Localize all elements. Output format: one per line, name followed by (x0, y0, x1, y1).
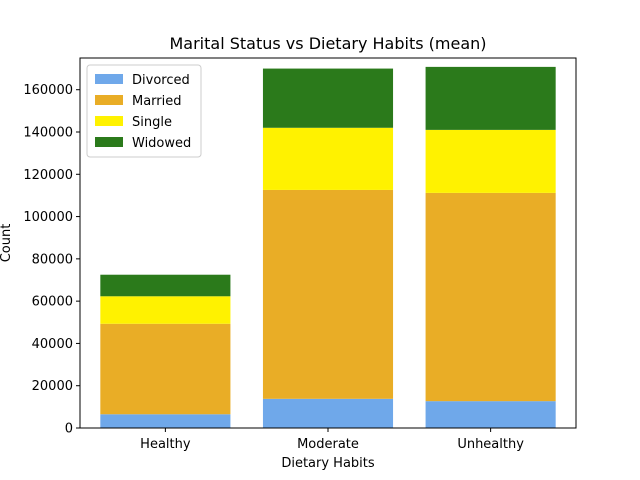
legend-swatch-widowed (95, 137, 123, 147)
legend-swatch-married (95, 95, 123, 105)
legend-label-widowed: Widowed (132, 136, 191, 151)
y-axis: 0 20000 40000 60000 80000 100000 120000 140000 1… (23, 83, 80, 437)
bar-married-unhealthy (425, 192, 556, 402)
bars-group (100, 66, 556, 428)
bar-married-moderate (262, 189, 394, 399)
x-tick-label: Unhealthy (457, 437, 524, 452)
legend-swatch-single (95, 116, 123, 126)
bar-married-healthy (100, 323, 231, 415)
y-tick-label: 20000 (32, 379, 73, 394)
y-tick-label: 160000 (23, 83, 73, 98)
chart-title: Marital Status vs Dietary Habits (mean) (169, 34, 486, 53)
legend: Divorced Married Single Widowed (86, 64, 202, 158)
bar-widowed-unhealthy (425, 66, 556, 130)
bar-divorced-moderate (262, 398, 394, 428)
y-tick-label: 80000 (32, 252, 73, 267)
y-tick-label: 140000 (23, 126, 73, 141)
y-axis-label: Count (0, 224, 14, 263)
legend-label-married: Married (132, 94, 182, 109)
legend-label-single: Single (132, 115, 172, 130)
y-tick-label: 0 (65, 422, 73, 437)
bar-widowed-healthy (100, 274, 231, 297)
bar-single-moderate (262, 127, 394, 190)
x-axis: Healthy Moderate Unhealthy (140, 428, 524, 452)
y-tick-label: 40000 (32, 337, 73, 352)
legend-label-divorced: Divorced (132, 73, 190, 88)
y-tick-label: 100000 (23, 210, 73, 225)
bar-divorced-unhealthy (425, 401, 556, 428)
legend-swatch-divorced (95, 74, 123, 84)
bar-single-unhealthy (425, 129, 556, 193)
x-axis-label: Dietary Habits (281, 456, 375, 471)
legend-box (86, 64, 202, 158)
x-tick-label: Healthy (140, 437, 191, 452)
y-tick-label: 60000 (32, 295, 73, 310)
y-tick-label: 120000 (23, 168, 73, 183)
bar-widowed-moderate (262, 68, 394, 128)
bar-single-healthy (100, 296, 231, 324)
x-tick-label: Moderate (297, 437, 359, 452)
bar-divorced-healthy (100, 414, 231, 428)
